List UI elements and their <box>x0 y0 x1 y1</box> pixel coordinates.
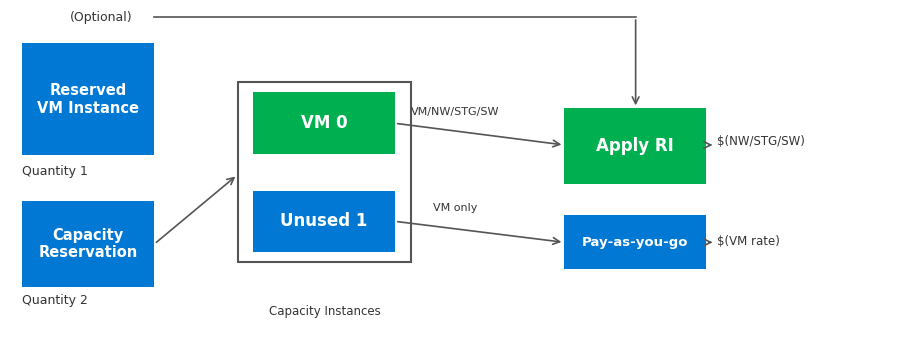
Text: $(NW/STG/SW): $(NW/STG/SW) <box>717 135 805 148</box>
Text: Capacity Instances: Capacity Instances <box>269 305 380 318</box>
FancyBboxPatch shape <box>565 215 706 269</box>
FancyBboxPatch shape <box>238 82 411 262</box>
Text: Apply RI: Apply RI <box>597 137 674 155</box>
FancyBboxPatch shape <box>565 108 706 184</box>
Text: Quantity 1: Quantity 1 <box>21 165 87 178</box>
Text: Reserved
VM Instance: Reserved VM Instance <box>37 83 139 116</box>
Text: VM only: VM only <box>433 203 477 213</box>
Text: Quantity 2: Quantity 2 <box>21 294 87 307</box>
FancyBboxPatch shape <box>21 201 154 287</box>
Text: VM 0: VM 0 <box>301 114 347 132</box>
FancyBboxPatch shape <box>253 92 395 154</box>
Text: Capacity
Reservation: Capacity Reservation <box>39 228 138 260</box>
Text: Unused 1: Unused 1 <box>280 212 368 230</box>
Text: Pay-as-you-go: Pay-as-you-go <box>582 236 688 249</box>
FancyBboxPatch shape <box>253 191 395 252</box>
Text: (Optional): (Optional) <box>70 11 133 24</box>
Text: $(VM rate): $(VM rate) <box>717 235 780 248</box>
FancyBboxPatch shape <box>21 43 154 155</box>
Text: VM/NW/STG/SW: VM/NW/STG/SW <box>411 107 499 117</box>
